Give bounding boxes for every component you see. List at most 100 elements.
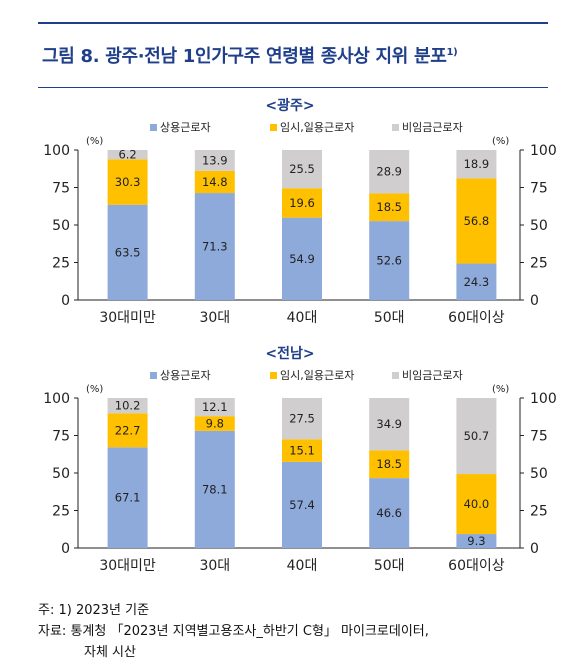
legend-swatch	[392, 124, 399, 131]
y-tick-label-left: 25	[52, 256, 70, 272]
bar-segment	[194, 430, 235, 548]
y-tick-label-left: 75	[52, 429, 70, 445]
bar-segment	[456, 534, 497, 548]
legend-label: 상용근로자	[160, 121, 211, 134]
note-line: 주: 1) 2023년 기준	[38, 600, 429, 621]
y-tick-label-right: 100	[530, 143, 557, 159]
unit-label-right: (%)	[492, 384, 509, 395]
bar-segment	[107, 447, 148, 548]
bar-segment	[369, 193, 410, 222]
x-tick-label: 30대미만	[99, 310, 156, 326]
bar-segment	[456, 263, 497, 300]
bar-segment	[369, 450, 410, 479]
bar-segment	[282, 461, 322, 548]
data-label: 9.3	[467, 534, 485, 548]
y-tick-label-right: 50	[530, 218, 548, 234]
legend-swatch	[270, 124, 277, 131]
y-tick-label-right: 75	[530, 181, 548, 197]
legend-label: 임시,일용근로자	[280, 368, 354, 382]
figure-title-footnote: 1)	[446, 47, 458, 58]
bar-segment	[194, 170, 235, 194]
bar-segment	[107, 413, 148, 448]
bar-segment	[456, 178, 497, 264]
x-tick-label: 50대	[374, 310, 405, 326]
bar-segment	[369, 221, 410, 300]
note-text: 1) 2023년 기준	[58, 603, 150, 618]
bar-segment	[282, 439, 322, 462]
title-rule	[38, 87, 548, 88]
data-label: 10.2	[115, 399, 141, 413]
unit-label-right: (%)	[492, 136, 509, 147]
data-label: 6.2	[118, 148, 136, 162]
top-rule	[38, 22, 548, 24]
bar-segment	[282, 398, 322, 440]
y-tick-label-left: 0	[61, 541, 70, 557]
legend-swatch	[150, 372, 157, 379]
notes-block: 주: 1) 2023년 기준 자료: 통계청 「2023년 지역별고용조사_하반…	[38, 600, 429, 663]
data-label: 30.3	[115, 175, 141, 189]
y-tick-label-right: 0	[530, 293, 539, 309]
legend-label: 비임금근로자	[402, 369, 463, 382]
data-label: 40.0	[464, 497, 490, 511]
bar-segment	[107, 159, 148, 205]
data-label: 19.6	[289, 196, 315, 210]
legend-label: 비임금근로자	[402, 121, 463, 134]
legend-label: 상용근로자	[160, 369, 211, 382]
bar-segment	[194, 398, 235, 417]
legend-swatch	[150, 124, 157, 131]
data-label: 15.1	[289, 444, 315, 458]
bar-segment	[194, 193, 235, 300]
data-label: 78.1	[202, 482, 228, 496]
bar-segment	[282, 150, 322, 189]
data-label: 57.4	[289, 498, 315, 512]
bar-segment	[107, 398, 148, 414]
bar-segment	[456, 474, 497, 535]
unit-label-left: (%)	[86, 384, 103, 395]
data-label: 9.8	[206, 417, 224, 431]
bar-segment	[369, 398, 410, 451]
bar-segment	[194, 416, 235, 431]
legend-swatch	[270, 372, 277, 379]
chart-gwangju: <광주> 상용근로자 임시,일용근로자 비임금근로자 (%) (%) 0 0 25 25 50 50 7…	[43, 97, 557, 326]
data-label: 52.6	[376, 254, 402, 268]
source-prefix: 자료:	[38, 624, 67, 639]
note-prefix: 주:	[38, 603, 55, 618]
figure-title-text: 그림 8. 광주·전남 1인가구주 연령별 종사상 지위 분포	[42, 46, 447, 67]
y-tick-label-right: 100	[530, 391, 557, 407]
source-line: 자료: 통계청 「2023년 지역별고용조사_하반기 C형」 마이크로데이터,	[38, 621, 429, 642]
legend-swatch	[392, 372, 399, 379]
bar-segment	[369, 150, 410, 194]
x-tick-label: 60대이상	[448, 558, 505, 574]
data-label: 13.9	[202, 153, 228, 167]
data-label: 63.5	[115, 245, 141, 259]
data-label: 12.1	[202, 400, 228, 414]
data-label: 22.7	[115, 423, 141, 437]
y-tick-label-left: 50	[52, 466, 70, 482]
x-tick-label: 30대	[199, 310, 230, 326]
chart-jeonnam: <전남> 상용근로자 임시,일용근로자 비임금근로자 (%) (%) 0 0 25 25 50 50 7…	[43, 345, 557, 574]
data-label: 25.5	[289, 162, 315, 176]
source-line-continued: 자체 시산	[84, 645, 136, 660]
data-label: 18.5	[376, 200, 402, 214]
bar-segment	[369, 478, 410, 548]
y-tick-label-left: 100	[43, 143, 70, 159]
x-tick-label: 30대미만	[99, 558, 156, 574]
data-label: 71.3	[202, 240, 228, 254]
y-tick-label-left: 50	[52, 218, 70, 234]
x-tick-label: 50대	[374, 558, 405, 574]
y-tick-label-left: 100	[43, 391, 70, 407]
data-label: 54.9	[289, 252, 315, 266]
y-tick-label-left: 25	[52, 504, 70, 520]
source-text: 통계청 「2023년 지역별고용조사_하반기 C형」 마이크로데이터,	[70, 624, 429, 639]
bar-segment	[194, 150, 235, 171]
figure-title: 그림 8. 광주·전남 1인가구주 연령별 종사상 지위 분포1)	[42, 42, 458, 68]
chart-title: <광주>	[265, 97, 314, 114]
bar-segment	[282, 188, 322, 218]
x-tick-label: 30대	[199, 558, 230, 574]
data-label: 28.9	[376, 165, 402, 179]
bar-segment	[456, 398, 497, 475]
data-label: 24.3	[464, 275, 490, 289]
y-tick-label-right: 25	[530, 504, 548, 520]
data-label: 27.5	[289, 412, 315, 426]
legend-label: 임시,일용근로자	[280, 120, 354, 134]
